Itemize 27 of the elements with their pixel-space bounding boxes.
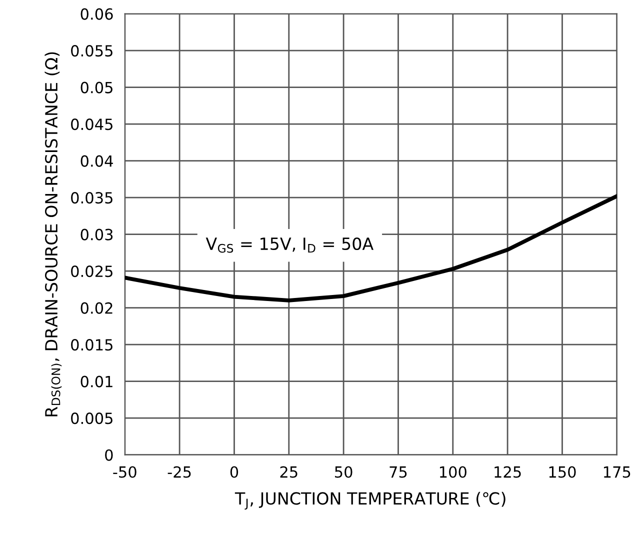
y-tick-label: 0.04 [80, 155, 113, 167]
annotation: V$_{GS}$ = 15V, I$_{D}$ = 50A [206, 237, 374, 253]
x-tick-label: 75 [390, 466, 407, 478]
y-tick-label: 0.055 [71, 45, 112, 57]
x-tick-label: 125 [494, 466, 521, 478]
line-series [124, 194, 617, 302]
y-tick-label: 0.005 [71, 412, 112, 424]
y-tick-label: 0.015 [71, 339, 112, 351]
x-tick-label: 25 [280, 466, 298, 478]
y-tick-label: 0.01 [80, 376, 112, 388]
y-tick-label: 0.03 [80, 228, 113, 240]
x-tick-label: 0 [230, 466, 238, 478]
x-tick-label: 100 [440, 466, 466, 478]
y-tick-label: 0.035 [71, 192, 112, 204]
y-tick-label: 0.06 [80, 8, 113, 20]
y-tick-label: 0.02 [80, 302, 112, 314]
x-tick-label: 150 [549, 466, 576, 478]
y-axis-title: R$_{DS(ON)}$, DRAIN-SOURCE ON-RESISTANCE (Ω) [44, 52, 62, 416]
y-tick-label: 0.025 [71, 266, 112, 278]
x-tick-label: 175 [604, 466, 630, 478]
x-axis-title: T$_{J}$, JUNCTION TEMPERATURE (℃) [234, 492, 506, 510]
y-tick-label: 0 [105, 449, 113, 461]
y-tick-label: 0.05 [80, 82, 112, 94]
y-tick-label: 0.045 [71, 118, 112, 130]
x-tick-label: -25 [168, 466, 191, 478]
x-tick-label: -50 [113, 466, 136, 478]
x-tick-label: 50 [335, 466, 352, 478]
